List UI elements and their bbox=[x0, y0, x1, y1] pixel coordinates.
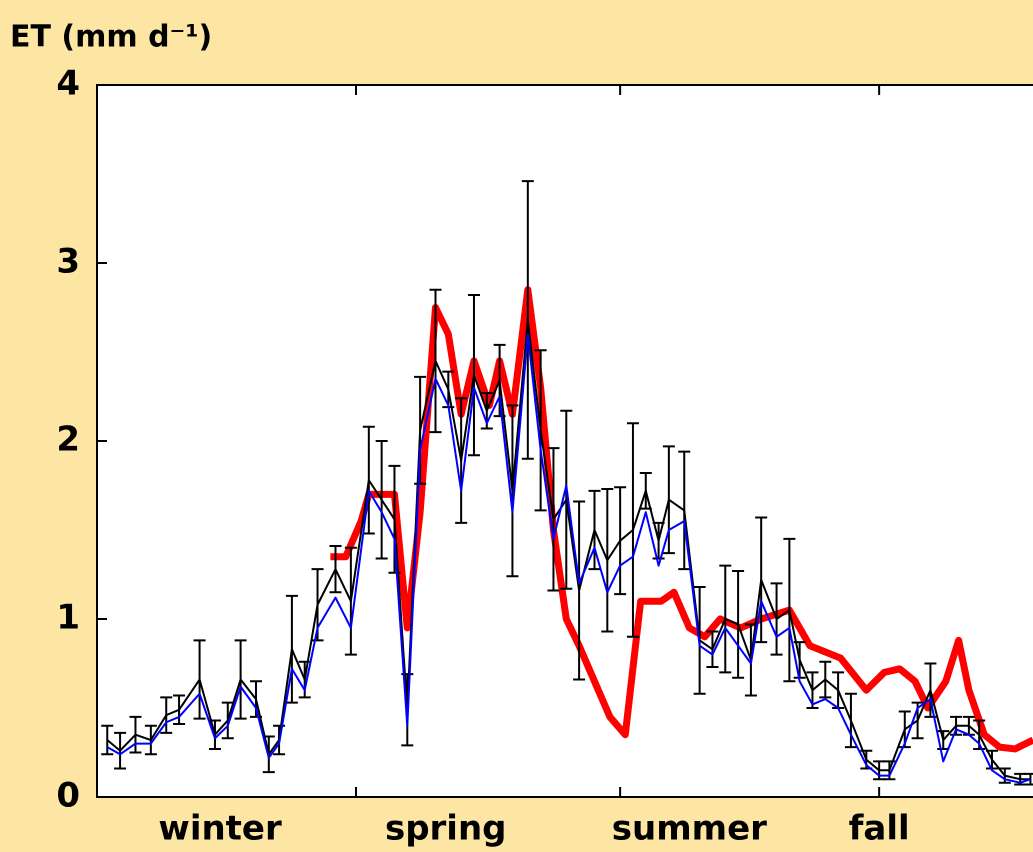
y-tick-label: 0 bbox=[56, 776, 80, 816]
y-tick-label: 3 bbox=[56, 242, 80, 282]
y-axis-label: ET (mm d⁻¹) bbox=[10, 20, 212, 55]
x-tick-label: summer bbox=[612, 809, 767, 849]
x-tick-label: fall bbox=[849, 809, 910, 849]
error-bar bbox=[1024, 772, 1033, 786]
x-tick-label: spring bbox=[385, 809, 507, 849]
series-line bbox=[106, 318, 1031, 781]
y-tick-label: 1 bbox=[56, 598, 80, 638]
series-line bbox=[330, 286, 1033, 753]
y-tick-label: 2 bbox=[56, 420, 80, 460]
y-tick-label: 4 bbox=[56, 64, 80, 104]
series-line bbox=[106, 333, 1031, 784]
x-tick-label: winter bbox=[158, 809, 282, 849]
